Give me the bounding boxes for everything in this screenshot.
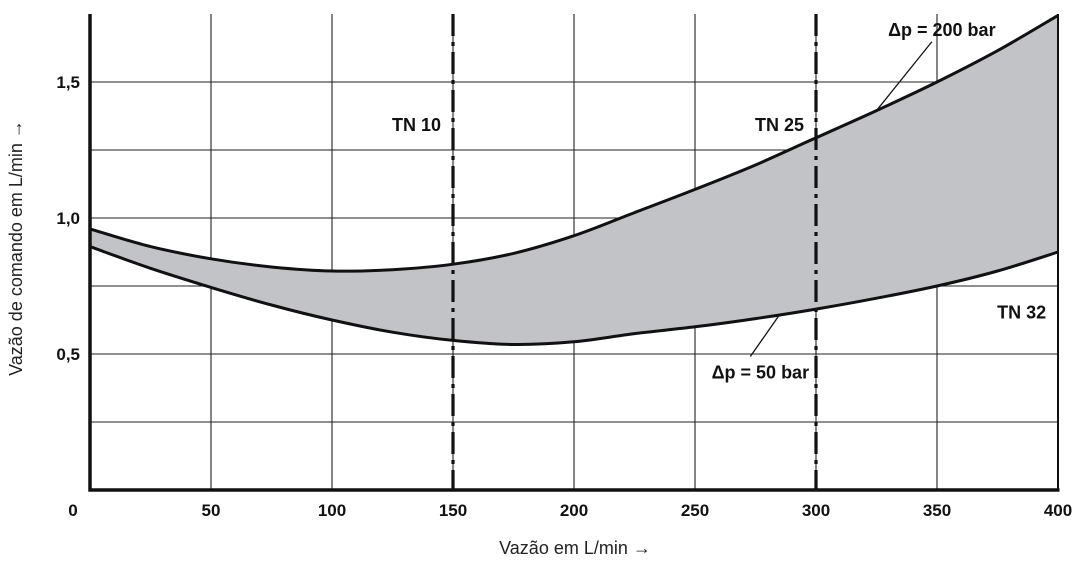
x-tick-label-200: 200	[560, 501, 588, 520]
x-tick-label-150: 150	[439, 501, 467, 520]
leader-line-2	[749, 314, 781, 357]
x-tick-label-300: 300	[802, 501, 830, 520]
x-tick-label-400: 400	[1044, 501, 1072, 520]
tn-marker-label-150: TN 10	[392, 115, 441, 135]
x-tick-label-100: 100	[318, 501, 346, 520]
annotation-label-1: Δp = 200 bar	[888, 20, 996, 40]
y-tick-label-1: 1,0	[56, 209, 80, 228]
x-tick-label-50: 50	[202, 501, 221, 520]
x-tick-label-350: 350	[923, 501, 951, 520]
series-lines	[89, 14, 1059, 347]
leader-line-1	[875, 41, 933, 111]
y-tick-label-2: 1,5	[56, 73, 80, 92]
x-axis-title: Vazão em L/min →	[499, 538, 651, 558]
tn-marker-label-300: TN 25	[755, 115, 804, 135]
annotations: TN 32 Δp = 200 bar Δp = 50 bar	[712, 20, 1047, 383]
series-line-200-bar	[89, 14, 1059, 273]
tn-markers: TN 10 TN 25	[392, 14, 818, 490]
y-tick-label-0: 0,5	[56, 345, 80, 364]
x-tick-label-250: 250	[681, 501, 709, 520]
x-tick-label-0: 0	[68, 501, 77, 520]
plot-frame	[88, 14, 1060, 492]
annotation-label-2: Δp = 50 bar	[712, 362, 809, 382]
series-line-50-bar	[89, 245, 1059, 347]
annotation-label-0: TN 32	[997, 303, 1046, 323]
tick-labels: 0 50 100 150 200 250 300 350 400 0,5 1,0 1,5	[56, 73, 1072, 520]
y-axis-title: Vazão de comando em L/min →	[6, 120, 26, 376]
